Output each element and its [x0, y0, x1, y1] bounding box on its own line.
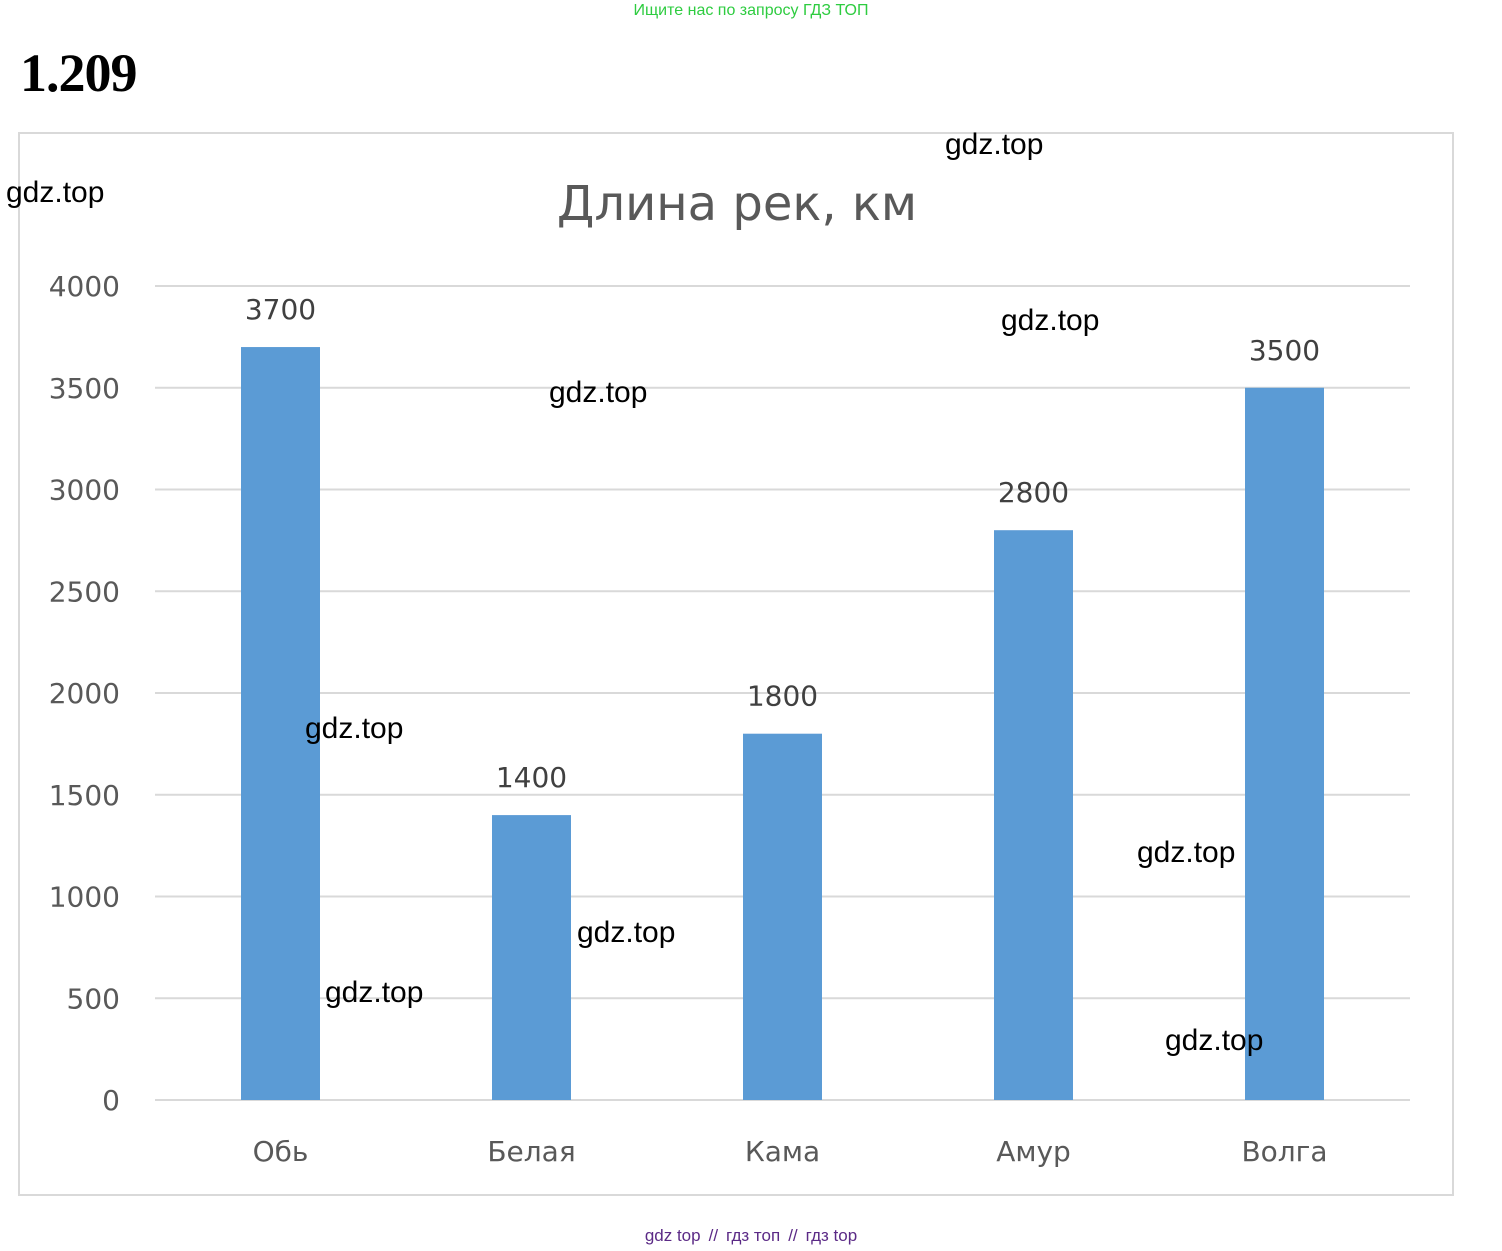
footer-link-gdz-top[interactable]: gdz top	[644, 1226, 701, 1245]
bar-4	[994, 530, 1073, 1100]
y-tick-label: 1000	[49, 881, 120, 914]
data-label: 3500	[1249, 334, 1320, 367]
y-tick-label: 0	[102, 1084, 120, 1117]
watermark-text: gdz.top	[549, 376, 648, 409]
watermark-text: gdz.top	[325, 976, 424, 1009]
watermark-text: gdz.top	[1137, 836, 1236, 869]
watermark-text: gdz.top	[1001, 304, 1100, 337]
data-label: 3700	[245, 293, 316, 326]
footer-separator: //	[708, 1226, 719, 1245]
bar-1	[241, 347, 320, 1100]
x-category-label: Кама	[745, 1135, 820, 1168]
task-number: 1.209	[20, 43, 137, 103]
data-label: 2800	[998, 476, 1069, 509]
data-label: 1800	[747, 680, 818, 713]
y-tick-label: 2500	[49, 575, 120, 608]
y-tick-label: 4000	[49, 270, 120, 303]
watermark-text: gdz.top	[577, 916, 676, 949]
data-label: 1400	[496, 761, 567, 794]
footer-link-gdz-top-mixed[interactable]: гдз top	[805, 1226, 858, 1245]
watermark-text: gdz.top	[305, 712, 404, 745]
bar-3	[743, 733, 822, 1100]
watermark-text: gdz.top	[1165, 1024, 1264, 1057]
y-tick-label: 2000	[49, 677, 120, 710]
y-tick-label: 3000	[49, 474, 120, 507]
x-category-label: Волга	[1241, 1135, 1327, 1168]
footer-separator: //	[788, 1226, 798, 1245]
footer-link-gdz-top-ru[interactable]: гдз топ	[726, 1226, 781, 1245]
y-tick-label: 1500	[49, 779, 120, 812]
bars	[241, 347, 1324, 1100]
x-category-label: Белая	[487, 1135, 575, 1168]
x-category-label: Обь	[253, 1135, 309, 1168]
watermark-text: gdz.top	[945, 128, 1044, 161]
bar-5	[1245, 387, 1324, 1100]
chart-title: Длина рек, км	[557, 176, 917, 232]
y-tick-label: 500	[67, 982, 120, 1015]
bar-2	[492, 815, 571, 1100]
y-tick-label: 3500	[49, 372, 120, 405]
watermark-text: gdz.top	[6, 176, 105, 209]
search-hint: Ищите нас по запросу ГДЗ ТОП	[633, 2, 869, 19]
footer-links: gdz top // гдз топ // гдз top	[0, 1226, 1502, 1246]
x-category-label: Амур	[996, 1135, 1071, 1168]
labels: 0 500 1000 1500 2000 2500 3000 3500 4000 3700 Обь 1…	[49, 270, 1328, 1168]
